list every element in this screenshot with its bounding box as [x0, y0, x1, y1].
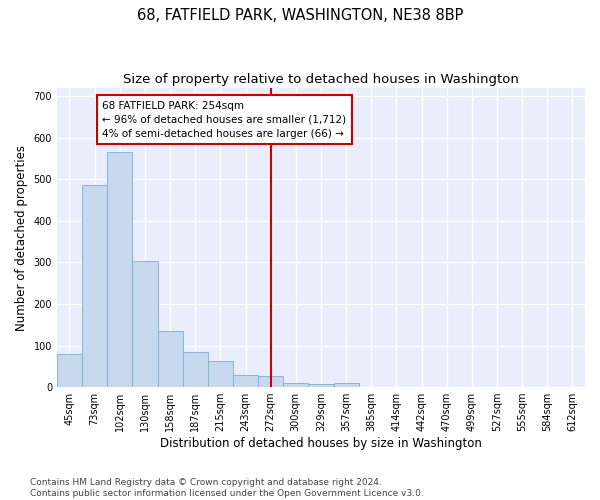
Bar	[82, 185, 107, 387]
X-axis label: Distribution of detached houses by size in Washington: Distribution of detached houses by size …	[160, 437, 482, 450]
Bar	[308, 384, 334, 387]
Text: 68 FATFIELD PARK: 254sqm
← 96% of detached houses are smaller (1,712)
4% of semi: 68 FATFIELD PARK: 254sqm ← 96% of detach…	[102, 100, 346, 138]
Text: 68, FATFIELD PARK, WASHINGTON, NE38 8BP: 68, FATFIELD PARK, WASHINGTON, NE38 8BP	[137, 8, 463, 22]
Title: Size of property relative to detached houses in Washington: Size of property relative to detached ho…	[123, 72, 519, 86]
Bar	[258, 376, 283, 387]
Bar	[107, 152, 133, 387]
Bar	[283, 382, 308, 387]
Bar	[233, 374, 258, 387]
Text: Contains HM Land Registry data © Crown copyright and database right 2024.
Contai: Contains HM Land Registry data © Crown c…	[30, 478, 424, 498]
Bar	[133, 261, 158, 387]
Bar	[182, 352, 208, 387]
Y-axis label: Number of detached properties: Number of detached properties	[15, 144, 28, 330]
Bar	[57, 354, 82, 387]
Bar	[208, 360, 233, 387]
Bar	[158, 330, 182, 387]
Bar	[334, 383, 359, 387]
